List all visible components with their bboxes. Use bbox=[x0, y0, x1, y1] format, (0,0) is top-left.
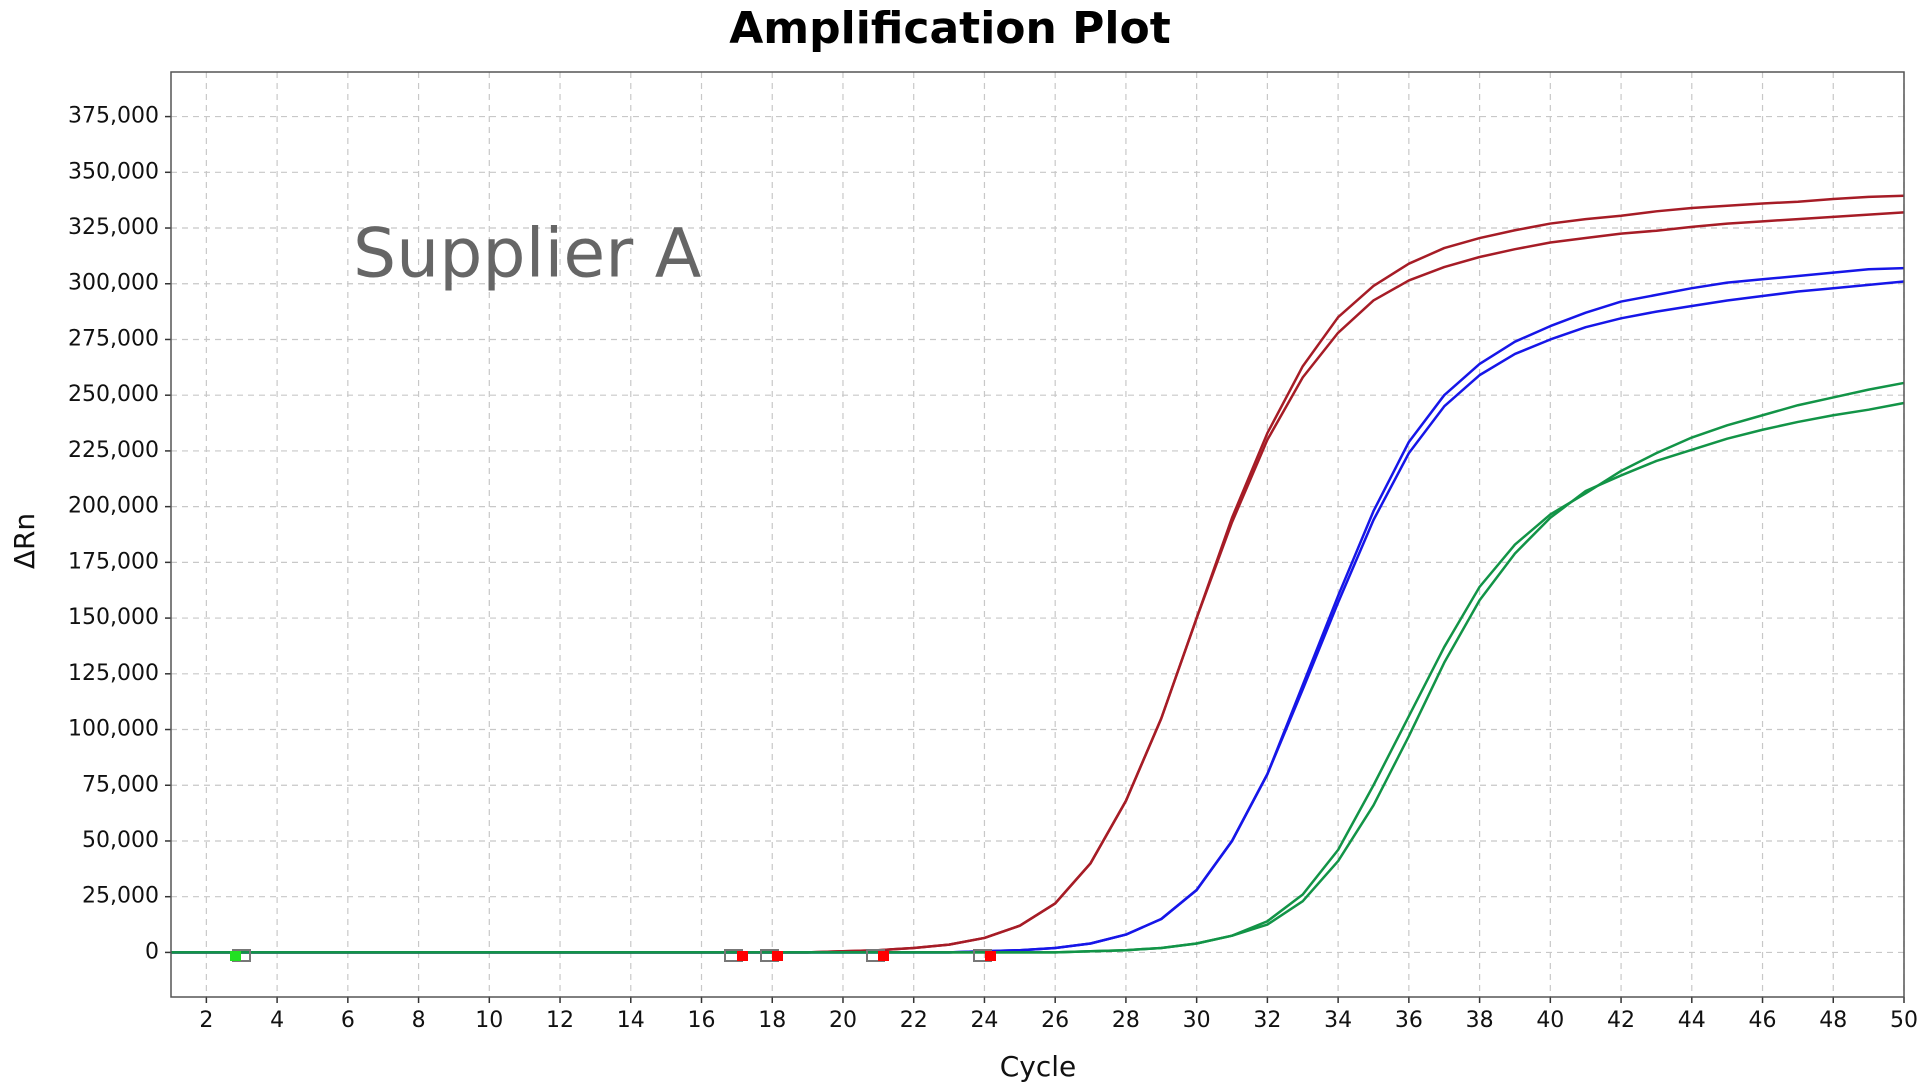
x-tick-label: 16 bbox=[688, 1008, 716, 1033]
x-tick-label: 6 bbox=[341, 1008, 355, 1033]
plot-frame bbox=[170, 71, 1905, 998]
x-tick-label: 18 bbox=[758, 1008, 786, 1033]
marker bbox=[985, 951, 996, 961]
x-tick-label: 32 bbox=[1253, 1008, 1281, 1033]
series-line bbox=[171, 211, 1905, 954]
marker bbox=[737, 951, 748, 961]
x-tick-label: 24 bbox=[970, 1008, 998, 1033]
x-tick-label: 22 bbox=[900, 1008, 928, 1033]
x-tick-label: 34 bbox=[1324, 1008, 1352, 1033]
x-tick-label: 36 bbox=[1395, 1008, 1423, 1033]
series-line bbox=[171, 266, 1905, 954]
x-tick-label: 14 bbox=[617, 1008, 645, 1033]
y-tick-label: 50,000 bbox=[82, 828, 159, 853]
x-axis-label: Cycle bbox=[1000, 1050, 1077, 1083]
y-tick-label: 0 bbox=[145, 939, 159, 964]
x-tick-label: 20 bbox=[829, 1008, 857, 1033]
y-tick-label: 75,000 bbox=[82, 772, 159, 797]
y-tick-label: 125,000 bbox=[68, 661, 159, 686]
x-tick-label: 4 bbox=[270, 1008, 284, 1033]
x-tick-label: 2 bbox=[199, 1008, 213, 1033]
marker bbox=[772, 951, 783, 961]
x-tick-label: 12 bbox=[546, 1008, 574, 1033]
y-tick-label: 350,000 bbox=[68, 159, 159, 184]
y-tick-label: 300,000 bbox=[68, 271, 159, 296]
x-tick-label: 26 bbox=[1041, 1008, 1069, 1033]
y-tick-label: 325,000 bbox=[68, 215, 159, 240]
plot-area: 0 25,000 50,000 75,000 100,000 125,000 150,000… bbox=[68, 72, 1918, 1033]
y-tick-label: 150,000 bbox=[68, 605, 159, 630]
y-tick-label: 25,000 bbox=[82, 884, 159, 909]
y-tick-label: 375,000 bbox=[68, 104, 159, 129]
x-tick-label: 44 bbox=[1678, 1008, 1706, 1033]
x-tick-label: 42 bbox=[1607, 1008, 1635, 1033]
x-tick-label: 28 bbox=[1112, 1008, 1140, 1033]
x-tick-label: 38 bbox=[1466, 1008, 1494, 1033]
series-line bbox=[171, 401, 1905, 954]
annotation: Supplier A bbox=[353, 215, 701, 294]
x-tick-label: 40 bbox=[1536, 1008, 1564, 1033]
series-line bbox=[171, 194, 1905, 954]
series-line bbox=[171, 280, 1905, 954]
y-tick-label: 100,000 bbox=[68, 717, 159, 742]
y-tick-label: 200,000 bbox=[68, 494, 159, 519]
x-tick-label: 10 bbox=[475, 1008, 503, 1033]
x-tick-label: 46 bbox=[1749, 1008, 1777, 1033]
y-axis-label: ΔRn bbox=[8, 513, 41, 569]
y-tick-label: 175,000 bbox=[68, 549, 159, 574]
y-tick-label: 225,000 bbox=[68, 438, 159, 463]
x-tick-label: 48 bbox=[1819, 1008, 1847, 1033]
baseline-markers bbox=[230, 949, 996, 962]
chart-title: Amplification Plot bbox=[729, 3, 1171, 54]
x-tick-label: 30 bbox=[1183, 1008, 1211, 1033]
x-tick-label: 50 bbox=[1890, 1008, 1918, 1033]
series-line bbox=[171, 381, 1905, 954]
marker bbox=[230, 951, 241, 961]
x-tick-label: 8 bbox=[412, 1008, 426, 1033]
y-tick-label: 250,000 bbox=[68, 382, 159, 407]
y-tick-label: 275,000 bbox=[68, 326, 159, 351]
marker bbox=[878, 951, 889, 961]
